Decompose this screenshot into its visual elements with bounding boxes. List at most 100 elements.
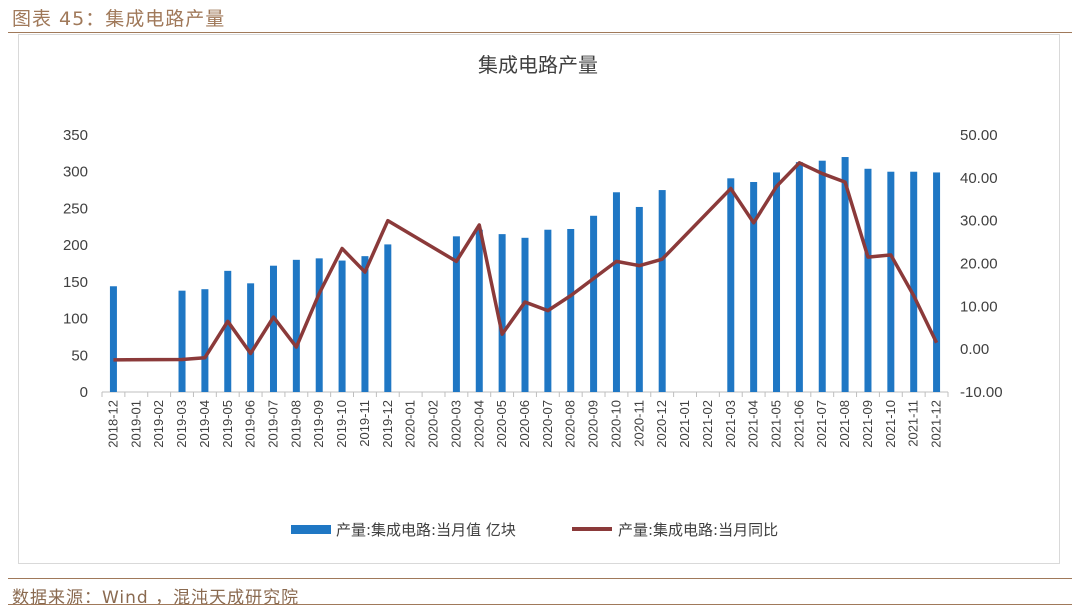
x-axis-label: 2019-05 <box>220 400 235 448</box>
chart-panel <box>18 34 1060 564</box>
bar <box>567 228 575 392</box>
x-axis-label: 2021-04 <box>746 400 761 448</box>
legend-line-label: 产量:集成电路:当月同比 <box>618 521 778 539</box>
line-path <box>113 161 939 362</box>
bottom-divider <box>8 578 1072 579</box>
x-axis-label: 2019-06 <box>243 400 258 448</box>
x-axis-label: 2021-06 <box>791 400 806 448</box>
x-axis-label: 2020-04 <box>471 400 486 448</box>
bar <box>818 160 826 392</box>
right-axis-tick-label: -10.00 <box>960 384 1003 401</box>
x-axis-label: 2019-12 <box>380 400 395 448</box>
x-axis-label: 2020-08 <box>563 400 578 448</box>
bar <box>338 260 346 392</box>
x-axis-label: 2018-12 <box>105 400 120 448</box>
bar <box>658 190 666 392</box>
left-axis-tick-label: 350 <box>63 127 88 144</box>
bar <box>475 229 483 392</box>
figure-title: 图表 45：集成电路产量 <box>12 8 226 30</box>
bar <box>750 181 758 392</box>
bar <box>247 283 255 392</box>
left-axis-tick-label: 300 <box>63 164 88 181</box>
right-axis-tick-label: 10.00 <box>960 298 998 315</box>
right-axis-tick-label: 30.00 <box>960 213 998 230</box>
bottom-divider-2 <box>8 604 1072 605</box>
top-divider <box>8 32 1072 33</box>
bar <box>224 270 232 392</box>
left-axis-tick-label: 0 <box>80 384 88 401</box>
bar <box>269 265 277 392</box>
bar <box>612 192 620 392</box>
bar <box>887 171 895 392</box>
x-axis-label: 2020-01 <box>403 400 418 448</box>
bar <box>384 244 392 392</box>
right-axis-tick-label: 20.00 <box>960 256 998 273</box>
right-axis-tick-label: 40.00 <box>960 170 998 187</box>
bar <box>933 172 941 392</box>
chart-title: 集成电路产量 <box>478 53 598 77</box>
bar <box>315 258 323 392</box>
x-axis-label: 2019-02 <box>151 400 166 448</box>
x-axis-label: 2021-05 <box>769 400 784 448</box>
x-axis-labels: 2018-12 2019-01 2019-02 2019-03 2019-04 2019-… <box>105 400 943 448</box>
x-axis-label: 2021-09 <box>860 400 875 448</box>
bar <box>292 259 300 392</box>
x-axis-label: 2019-10 <box>334 400 349 448</box>
legend: 产量:集成电路:当月值 亿块 产量:集成电路:当月同比 <box>291 521 778 539</box>
bar <box>841 157 849 392</box>
bar <box>635 206 643 392</box>
x-axis-label: 2019-04 <box>197 400 212 448</box>
bar <box>452 236 460 392</box>
x-axis-label: 2021-01 <box>677 400 692 448</box>
bar <box>727 178 735 392</box>
line-series <box>113 161 939 362</box>
x-axis-label: 2021-11 <box>906 400 921 447</box>
bar <box>178 290 186 392</box>
left-axis-tick-label: 50 <box>71 347 88 364</box>
x-axis-label: 2020-09 <box>586 400 601 448</box>
left-axis-ticks: 0 50 100 150 200 250 300 350 <box>63 127 88 401</box>
bar <box>361 256 369 392</box>
bar <box>910 171 918 392</box>
x-axis-label: 2019-11 <box>357 400 372 447</box>
x-axis-label: 2020-10 <box>608 400 623 448</box>
bar <box>201 289 209 392</box>
x-axis-label: 2019-01 <box>128 400 143 448</box>
right-axis-ticks: -10.00 0.00 10.00 20.00 30.00 40.00 50.00 <box>960 127 1003 401</box>
bar <box>590 215 598 392</box>
x-axis-label: 2020-11 <box>631 400 646 447</box>
bar <box>795 162 803 392</box>
source-note: 数据来源：Wind ，混沌天成研究院 <box>12 588 300 608</box>
x-axis-label: 2021-10 <box>883 400 898 448</box>
left-axis-tick-label: 200 <box>63 237 88 254</box>
bar <box>109 286 117 392</box>
bar-series <box>109 157 941 392</box>
x-axis-label: 2019-09 <box>311 400 326 448</box>
x-axis-label: 2019-08 <box>288 400 303 448</box>
x-axis-label: 2020-03 <box>448 400 463 448</box>
right-axis-tick-label: 0.00 <box>960 341 989 358</box>
legend-bar-label: 产量:集成电路:当月值 亿块 <box>336 521 516 539</box>
x-axis-label: 2020-12 <box>654 400 669 448</box>
x-axis-label: 2021-12 <box>929 400 944 448</box>
x-axis-tickmarks <box>101 392 949 397</box>
x-axis-label: 2020-06 <box>517 400 532 448</box>
bar <box>773 172 781 392</box>
bar <box>521 237 529 392</box>
left-axis-tick-label: 150 <box>63 274 88 291</box>
x-axis-label: 2019-03 <box>174 400 189 448</box>
x-axis-label: 2020-05 <box>494 400 509 448</box>
bar <box>498 234 506 392</box>
x-axis-label: 2020-02 <box>426 400 441 448</box>
x-axis-label: 2021-08 <box>837 400 852 448</box>
bar <box>864 168 872 392</box>
x-axis-label: 2021-03 <box>723 400 738 448</box>
x-axis-label: 2021-02 <box>700 400 715 448</box>
x-axis-label: 2021-07 <box>814 400 829 448</box>
left-axis-tick-label: 250 <box>63 200 88 217</box>
left-axis-tick-label: 100 <box>63 311 88 328</box>
x-axis-label: 2020-07 <box>540 400 555 448</box>
right-axis-tick-label: 50.00 <box>960 127 998 144</box>
legend-bar-swatch <box>291 525 331 534</box>
